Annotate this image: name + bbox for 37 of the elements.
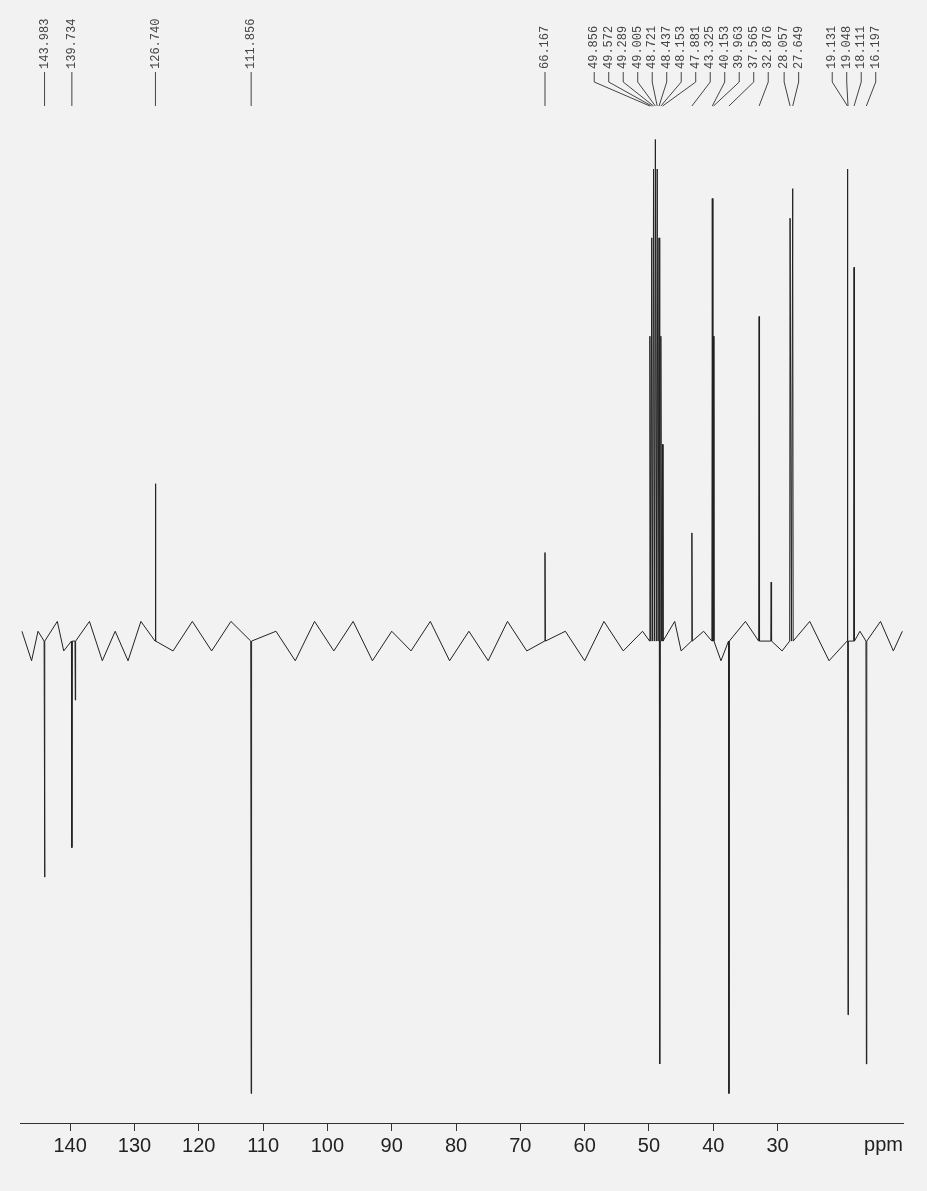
annotation: 139.734 — [65, 18, 80, 69]
annotation: 49.005 — [630, 25, 645, 69]
annotation: 49.856 — [587, 25, 602, 69]
annotation: 126.740 — [148, 18, 163, 69]
annotation: 19.131 — [825, 25, 840, 69]
x-tick-label: 60 — [573, 1133, 596, 1156]
annotation: 28.057 — [777, 25, 792, 69]
annotation: 48.153 — [674, 25, 689, 69]
annotation: 18.111 — [854, 25, 869, 69]
annotation: 40.153 — [717, 25, 732, 69]
annotation: 43.325 — [703, 25, 718, 69]
x-tick-label: 130 — [117, 1133, 152, 1156]
x-tick-label: 70 — [509, 1133, 532, 1156]
annotation: 19.048 — [839, 25, 854, 69]
annotation: 39.963 — [732, 25, 747, 69]
annotation: 49.289 — [616, 25, 631, 69]
annotation: 49.572 — [601, 25, 616, 69]
x-tick-label: 40 — [702, 1133, 725, 1156]
annotation: 32.876 — [761, 25, 776, 69]
annotation: 16.197 — [868, 25, 883, 69]
annotation: 48.437 — [659, 25, 674, 69]
x-tick-label: 100 — [310, 1133, 345, 1156]
annotation: 27.649 — [791, 25, 806, 69]
x-tick-label: 110 — [247, 1133, 280, 1156]
x-tick-label: 140 — [53, 1133, 87, 1156]
annotation: 48.721 — [645, 25, 660, 69]
annotation: 143.983 — [37, 18, 52, 69]
annotation: 66.167 — [538, 25, 553, 69]
x-tick-label: 90 — [380, 1133, 403, 1156]
x-axis-title: ppm — [864, 1132, 903, 1155]
annotation: 37.565 — [746, 25, 761, 69]
annotation: 47.881 — [688, 25, 703, 69]
x-tick-label: 30 — [766, 1133, 789, 1156]
x-tick-label: 80 — [444, 1133, 468, 1156]
x-tick-label: 120 — [182, 1133, 216, 1156]
x-tick-label: 50 — [637, 1133, 661, 1156]
annotation: 111.856 — [244, 18, 259, 69]
